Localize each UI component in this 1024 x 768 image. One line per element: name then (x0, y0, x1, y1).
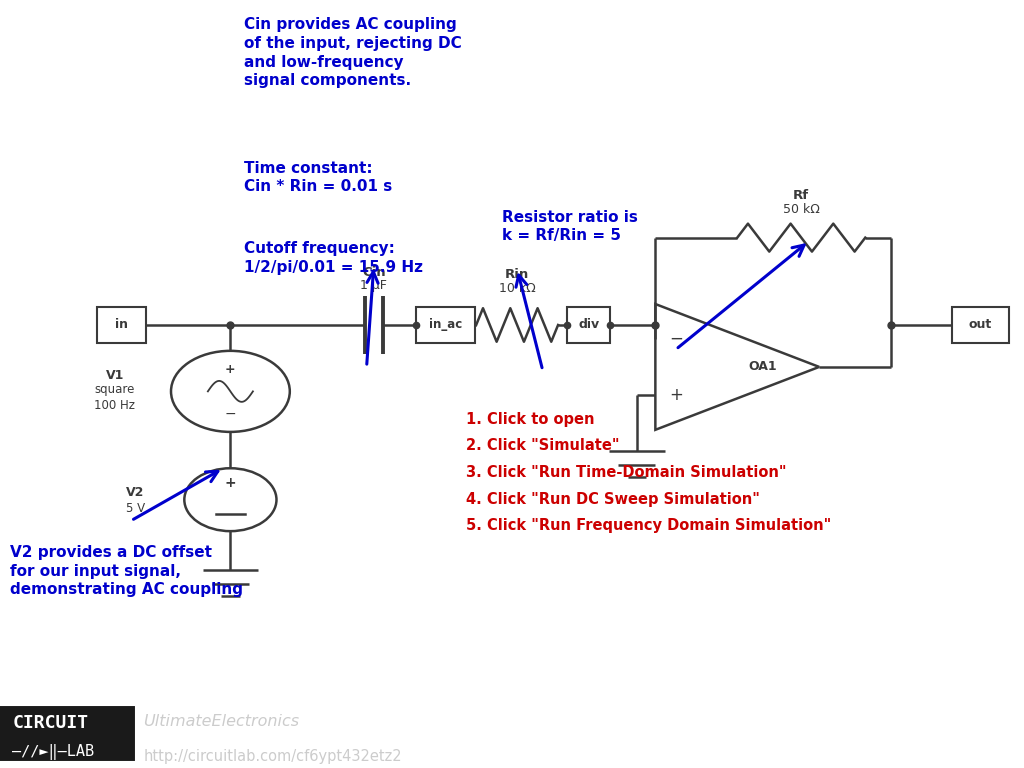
Text: div: div (579, 319, 599, 332)
Text: V2 provides a DC offset
for our input signal,
demonstrating AC coupling: V2 provides a DC offset for our input si… (10, 545, 244, 598)
Text: V1: V1 (105, 369, 124, 382)
Bar (97, 306, 146, 343)
Bar (416, 306, 475, 343)
Text: 2. Click "Simulate": 2. Click "Simulate" (466, 439, 620, 453)
Text: −: − (224, 407, 237, 421)
Text: 5 V: 5 V (126, 502, 144, 515)
Text: 50 kΩ: 50 kΩ (782, 204, 820, 216)
Text: 4. Click "Run DC Sweep Simulation": 4. Click "Run DC Sweep Simulation" (466, 492, 760, 507)
Text: in: in (116, 319, 128, 332)
Text: Time constant:
Cin * Rin = 0.01 s: Time constant: Cin * Rin = 0.01 s (244, 161, 392, 194)
Text: V2: V2 (126, 486, 144, 499)
Text: 100 Hz: 100 Hz (94, 399, 135, 412)
Text: square: square (94, 383, 135, 396)
Text: http://circuitlab.com/cf6ypt432etz2: http://circuitlab.com/cf6ypt432etz2 (143, 749, 402, 763)
Text: Rf: Rf (794, 189, 809, 202)
Text: 1 μF: 1 μF (360, 280, 387, 293)
Text: UltimateElectronics: UltimateElectronics (143, 714, 299, 729)
Text: 10 kΩ: 10 kΩ (499, 282, 536, 295)
Text: Cin: Cin (361, 266, 386, 279)
Text: in_ac: in_ac (429, 319, 462, 332)
Text: 3. Click "Run Time-Domain Simulation": 3. Click "Run Time-Domain Simulation" (466, 465, 786, 480)
Text: Cin provides AC coupling
of the input, rejecting DC
and low-frequency
signal com: Cin provides AC coupling of the input, r… (244, 18, 462, 88)
FancyBboxPatch shape (0, 705, 136, 762)
Bar (952, 306, 1009, 343)
Text: +: + (670, 386, 684, 404)
Text: / Op-Amp Inverting Amplifier - AC Coupling: / Op-Amp Inverting Amplifier - AC Coupli… (295, 714, 688, 729)
Text: out: out (969, 319, 992, 332)
Text: —∕∕►‖—LAB: —∕∕►‖—LAB (12, 743, 94, 760)
Text: Resistor ratio is
k = Rf/Rin = 5: Resistor ratio is k = Rf/Rin = 5 (502, 210, 638, 243)
Text: OA1: OA1 (749, 360, 777, 373)
Bar (567, 306, 610, 343)
Text: 5. Click "Run Frequency Domain Simulation": 5. Click "Run Frequency Domain Simulatio… (466, 518, 831, 533)
Text: −: − (670, 330, 684, 348)
Text: Cutoff frequency:
1/2/pi/0.01 = 15.9 Hz: Cutoff frequency: 1/2/pi/0.01 = 15.9 Hz (244, 241, 423, 275)
Text: CIRCUIT: CIRCUIT (12, 714, 88, 732)
Text: +: + (225, 362, 236, 376)
Text: +: + (224, 476, 237, 490)
Text: Rin: Rin (505, 268, 529, 281)
Text: 1. Click to open: 1. Click to open (466, 412, 594, 427)
